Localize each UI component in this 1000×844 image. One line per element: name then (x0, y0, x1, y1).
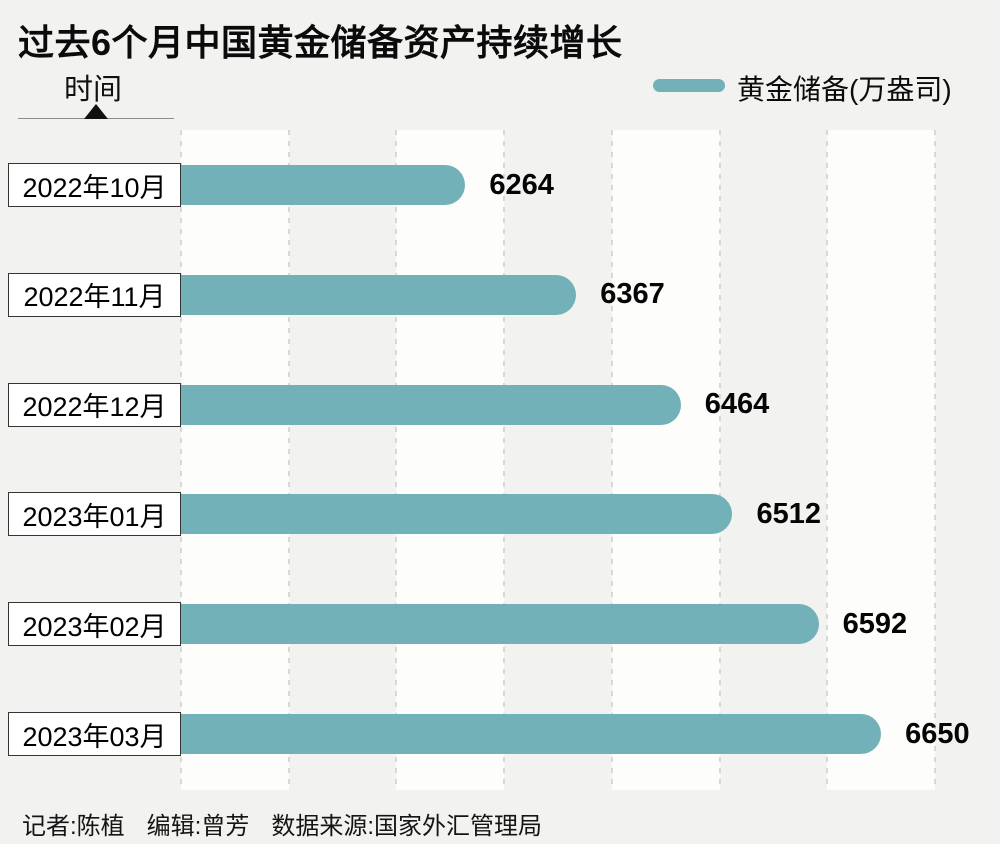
value-label: 6512 (756, 497, 821, 530)
category-label-box: 2023年03月 (8, 712, 181, 756)
gridline (503, 130, 506, 790)
legend-label: 黄金储备(万盎司) (737, 74, 952, 105)
category-label: 2023年02月 (22, 611, 167, 642)
y-axis-label: 时间 (64, 74, 123, 106)
category-label: 2022年11月 (23, 282, 166, 313)
value-label: 6650 (905, 717, 970, 750)
category-label: 2022年12月 (22, 392, 167, 423)
category-label-box: 2022年10月 (8, 163, 181, 207)
gridline (287, 130, 290, 790)
chart-title: 过去6个月中国黄金储备资产持续增长 (18, 22, 623, 63)
category-label-box: 2022年11月 (8, 272, 181, 317)
value-label: 6264 (489, 168, 554, 201)
bar-row-2023-01: 2023年01月 6512 (0, 492, 1000, 537)
gridline (934, 130, 936, 790)
value-label: 6464 (704, 388, 770, 421)
gridline (180, 130, 182, 790)
plot-band (611, 130, 720, 790)
bar-row-2022-11: 2022年11月 6367 (0, 272, 1000, 317)
value-label: 6367 (600, 278, 665, 311)
bar-row-2022-12: 2022年12月 6464 (0, 382, 1000, 427)
up-triangle-icon (84, 104, 108, 119)
category-label-box: 2022年12月 (8, 382, 181, 427)
plot-band (827, 130, 935, 790)
credits: 记者:陈植 编辑:曾芳 数据来源:国家外汇管理局 (22, 806, 542, 841)
bar-row-2022-10: 2022年10月 6264 (0, 163, 1000, 207)
bar (181, 494, 733, 535)
credit-reporter: 记者:陈植 (22, 813, 125, 840)
gridline (610, 130, 613, 790)
legend-swatch-icon (653, 79, 725, 92)
gridline (395, 130, 398, 790)
bar-row-2023-03: 2023年03月 6650 (0, 712, 1000, 756)
bar (181, 274, 577, 315)
value-label: 6592 (842, 607, 908, 640)
plot-band (396, 130, 505, 790)
category-label: 2023年03月 (22, 721, 167, 752)
bar-row-2023-02: 2023年02月 6592 (0, 602, 1000, 647)
gridline (718, 130, 721, 790)
gridline (826, 130, 829, 790)
bar (181, 604, 819, 645)
bar (181, 384, 681, 425)
category-label-box: 2023年02月 (8, 602, 181, 647)
category-label: 2023年01月 (22, 501, 167, 532)
category-label-box: 2023年01月 (8, 492, 181, 537)
category-label: 2022年10月 (22, 172, 167, 203)
plot-band (181, 130, 289, 790)
bar (181, 714, 882, 754)
credit-data-source: 数据来源:国家外汇管理局 (271, 813, 543, 840)
credit-editor: 编辑:曾芳 (146, 813, 250, 840)
bar (181, 165, 466, 205)
